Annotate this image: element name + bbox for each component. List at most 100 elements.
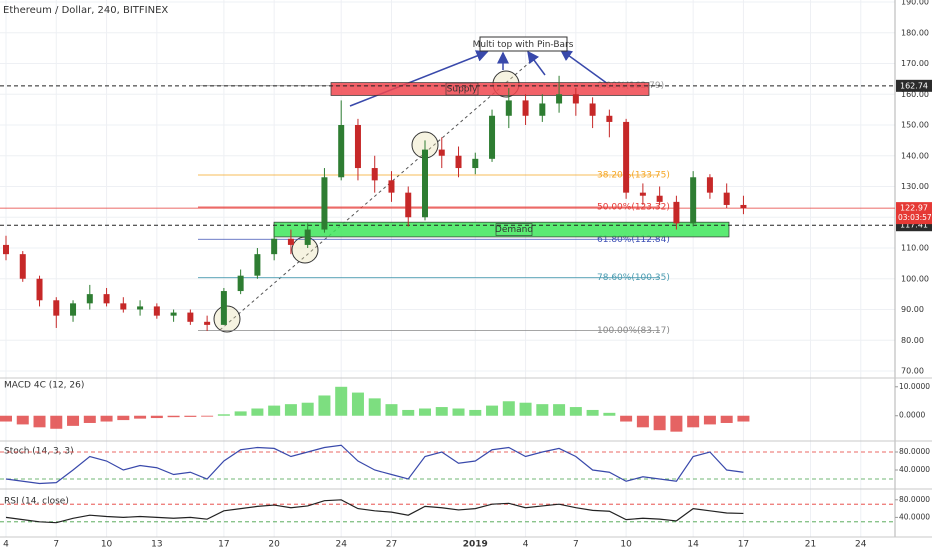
macd-bar [687,415,700,428]
candle-body [388,180,395,193]
candle-body [723,192,730,205]
candle-body [656,195,663,202]
fib-label: 50.00%(123.32) [597,203,670,213]
arrow [527,50,546,76]
arrow [559,49,609,85]
candle-body [70,303,77,316]
macd-bar [100,415,113,422]
x-tick-label: 27 [386,540,397,550]
macd-bar [301,402,314,416]
y-tick-label: 40.0000 [899,465,930,474]
y-tick-label: 130.00 [901,182,929,191]
candle-body [237,275,244,292]
candle-body [304,229,311,245]
macd-bar [167,415,180,418]
candle-body [589,103,596,116]
circle [213,305,241,333]
candle-body [354,125,361,169]
macd-bar [536,404,549,416]
candle-body [539,103,546,116]
candle-body [287,238,294,245]
zone-label: Demand [495,225,533,235]
grid [0,0,895,537]
y-tick-label: 80.0000 [899,447,930,456]
candle-body [673,201,680,224]
candle-body [254,254,261,276]
x-tick-label: 17 [218,540,229,550]
candle-body [120,303,127,310]
annotation-box [479,36,568,52]
zone-label-box [495,223,533,236]
macd-bar [670,415,683,432]
candle-body [505,100,512,116]
rsi-line [5,499,744,524]
macd-bar [67,415,80,426]
macd-bar [201,415,214,417]
macd-bar [150,415,163,419]
macd-bar [452,408,465,416]
y-tick-label: 160.00 [901,90,929,99]
y-tick-label: 0.0000 [899,411,925,420]
chart-title: Ethereum / Dollar, 240, BITFINEX [3,5,168,16]
candle-body [271,238,278,255]
fib-label: 38.20%(133.75) [597,170,670,180]
x-tick-label: 17 [738,540,749,550]
macd-bar [703,415,716,425]
candle-body [690,177,697,224]
stoch-title: Stoch (14, 3, 3) [4,447,74,457]
price-tag-label: 162.74 [900,81,928,90]
macd-bar [117,415,130,421]
macd-bar [83,415,96,423]
y-tick-label: 40.0000 [899,512,930,521]
macd-bar [318,395,331,416]
candle-body [405,192,412,218]
y-tick-label: 80.00 [901,336,924,345]
macd-bar [351,392,364,416]
rsi-title: RSI (14, close) [4,497,69,507]
y-tick-label: 70.00 [901,367,924,376]
candle-body [371,168,378,181]
macd-bar [50,415,63,429]
candle-body [455,155,462,169]
macd-bar [469,409,482,416]
macd-bar [720,415,733,423]
macd-bar [184,415,197,417]
countdown: 03:03:57 [898,213,932,222]
candle-body [472,158,479,169]
x-tick-label: 4 [523,540,529,550]
candle-body [623,121,630,193]
macd-bar [402,409,415,416]
y-tick-label: 150.00 [901,121,929,130]
x-tick-label: 20 [268,540,280,550]
macd-title: MACD 4C (12, 26) [4,381,84,391]
macd-bar [737,415,750,422]
y-tick-label: 180.00 [901,28,929,37]
annotation: Multi top with Pin-Bars [473,40,574,50]
arrow [349,50,489,107]
macd-bar [284,404,297,416]
x-tick-label: 10 [620,540,632,550]
macd-bar [268,405,281,416]
y-tick-label: 90.00 [901,305,924,314]
candle-body [3,244,9,255]
macd-bar [603,412,616,416]
y-tick-label: 140.00 [901,151,929,160]
macd-bar [486,405,499,416]
candle-body [36,278,43,301]
macd-bar [385,404,398,416]
x-tick-label: 2019 [463,540,488,550]
macd-bar [217,414,230,416]
candle-body [740,204,747,209]
candle-body [19,254,26,279]
macd-bar [251,408,264,416]
candle-body [187,312,194,322]
zone-label-box [445,82,479,96]
candle-body [53,300,60,316]
candle-body [706,177,713,193]
candle-body [170,312,177,316]
x-tick-label: 24 [335,540,347,550]
macd-bar [134,415,147,419]
macd-bar [435,407,448,416]
macd-bar [636,415,649,428]
